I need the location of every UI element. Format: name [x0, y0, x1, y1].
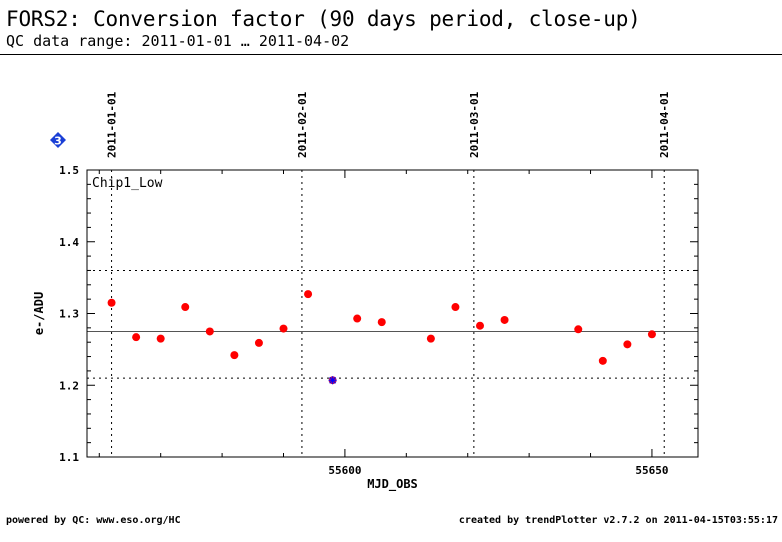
data-point	[156, 334, 165, 343]
badge-diamond-icon	[50, 132, 66, 148]
y-tick-label: 1.4	[59, 236, 79, 249]
data-point	[230, 351, 239, 360]
footer-powered-by: powered by QC: www.eso.org/HC	[6, 515, 181, 526]
data-point	[574, 325, 583, 334]
header-divider	[0, 54, 782, 55]
plot-frame	[86, 169, 699, 458]
data-point	[353, 314, 362, 323]
data-point	[254, 338, 263, 347]
data-point	[476, 321, 485, 330]
x-tick-label: 55650	[635, 464, 668, 477]
x-tick-label: 55600	[328, 464, 361, 477]
data-point	[647, 330, 656, 339]
data-range-subtitle: QC data range: 2011-01-01 … 2011-04-02	[6, 32, 350, 50]
footer-created-by: created by trendPlotter v2.7.2 on 2011-0…	[458, 515, 778, 526]
data-point	[500, 315, 509, 324]
data-point	[426, 334, 435, 343]
data-point	[132, 333, 141, 342]
data-point	[107, 298, 116, 307]
x-axis-label: MJD_OBS	[367, 477, 418, 492]
data-point	[623, 340, 632, 349]
data-point	[451, 303, 460, 312]
data-point	[598, 356, 607, 365]
y-tick-label: 1.3	[59, 308, 79, 321]
outlier-marker	[328, 376, 337, 385]
page-title: FORS2: Conversion factor (90 days period…	[6, 7, 641, 31]
panel-label: Chip1_Low	[92, 176, 163, 191]
date-marker-label: 2011-03-01	[468, 91, 481, 158]
data-point	[377, 318, 386, 327]
y-tick-label: 1.5	[59, 164, 79, 177]
plot-number-badge: 3	[50, 132, 66, 148]
date-marker-label: 2011-02-01	[296, 91, 309, 158]
date-marker-label: 2011-04-01	[658, 91, 671, 158]
y-axis-label: e-/ADU	[32, 292, 46, 335]
data-point	[205, 327, 214, 336]
y-tick-label: 1.2	[59, 379, 79, 392]
data-point	[279, 324, 288, 333]
data-point	[304, 290, 313, 299]
date-marker-label: 2011-01-01	[106, 91, 119, 158]
y-tick-label: 1.1	[59, 451, 79, 464]
data-point	[181, 303, 190, 312]
badge-number: 3	[54, 135, 62, 148]
